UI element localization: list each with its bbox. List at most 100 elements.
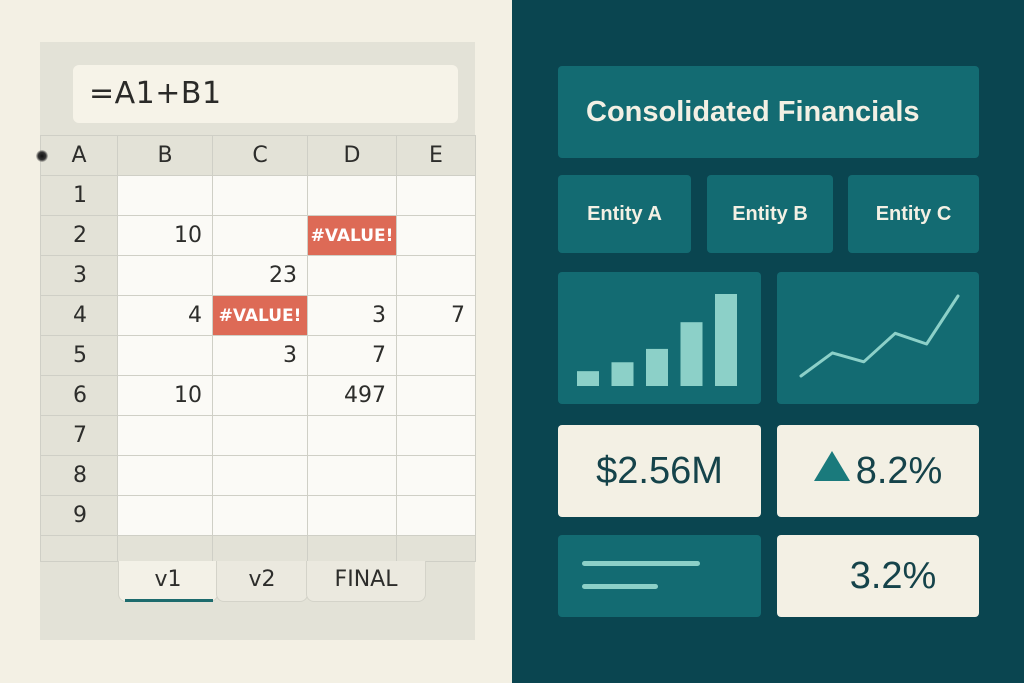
cell [117,535,213,562]
row-header[interactable]: 4 [40,295,118,336]
column-header-d[interactable]: D [307,135,397,176]
sheet-tabs: v1 v2 FINAL [118,561,426,603]
spreadsheet-pane: =A1+B1 A B C D E 1 2 10 #VALUE! 3 [36,42,476,640]
formula-bar[interactable]: =A1+B1 [73,65,458,123]
entity-a-button[interactable]: Entity A [558,175,691,253]
cell[interactable]: 10 [117,375,213,416]
cell[interactable] [117,255,213,296]
column-header-a[interactable]: A [40,135,118,176]
cell[interactable] [117,455,213,496]
bar [680,322,703,386]
cell[interactable]: 4 [117,295,213,336]
cell [212,535,308,562]
cell[interactable] [117,175,213,216]
text-line-placeholder [582,561,700,566]
table-row: 2 10 #VALUE! [40,215,476,256]
cell[interactable] [117,335,213,376]
row-header[interactable]: 9 [40,495,118,536]
column-header-c[interactable]: C [212,135,308,176]
bar [715,294,737,386]
cell[interactable] [396,495,476,536]
cell[interactable]: 7 [396,295,476,336]
column-header-row: A B C D E [40,135,476,176]
cell[interactable] [212,215,308,256]
cell [396,535,476,562]
cell[interactable] [307,455,397,496]
bar-chart [577,294,737,386]
cell[interactable] [396,415,476,456]
sheet-tab-final[interactable]: FINAL [306,561,426,602]
growth-card[interactable]: 8.2% [777,425,979,517]
cell[interactable]: 3 [212,335,308,376]
revenue-card[interactable]: $2.56M [558,425,761,517]
column-header-e[interactable]: E [396,135,476,176]
error-cell[interactable]: #VALUE! [212,295,308,336]
error-cell[interactable]: #VALUE! [307,215,397,256]
cell[interactable] [396,375,476,416]
sheet-tab-v2[interactable]: v2 [216,561,308,602]
column-header-b[interactable]: B [117,135,213,176]
cell[interactable] [117,415,213,456]
row-header[interactable]: 5 [40,335,118,376]
table-row: 9 [40,495,476,536]
table-row: 5 3 7 [40,335,476,376]
cell[interactable]: 3 [307,295,397,336]
cell[interactable] [212,495,308,536]
sheet-tab-v1[interactable]: v1 [118,561,218,602]
triangle-up-icon [813,451,850,481]
cell[interactable]: 7 [307,335,397,376]
cell[interactable] [307,415,397,456]
cell[interactable] [396,215,476,256]
spreadsheet-grid: A B C D E 1 2 10 #VALUE! 3 23 4 [40,135,476,562]
margin-value: 3.2% [849,555,937,597]
growth-value: 8.2% [855,450,943,492]
cell[interactable] [396,255,476,296]
row-header[interactable]: 6 [40,375,118,416]
cell[interactable] [396,175,476,216]
table-row: 1 [40,175,476,216]
cell[interactable] [212,415,308,456]
cell[interactable] [212,175,308,216]
row-header[interactable]: 3 [40,255,118,296]
entity-c-button[interactable]: Entity C [848,175,979,253]
table-row: 6 10 497 [40,375,476,416]
cell[interactable] [212,375,308,416]
cell[interactable] [396,335,476,376]
table-row [40,535,476,562]
cell[interactable] [212,455,308,496]
mouse-cursor-icon [36,150,48,162]
revenue-value: $2.56M [596,450,723,492]
cell [307,535,397,562]
cell[interactable] [307,175,397,216]
dashboard-title: Consolidated Financials [558,66,979,158]
row-header[interactable]: 8 [40,455,118,496]
row-header[interactable]: 7 [40,415,118,456]
table-row: 4 4 #VALUE! 3 7 [40,295,476,336]
series-line [799,294,960,378]
row-header [40,535,118,562]
table-row: 7 [40,415,476,456]
active-tab-indicator [125,599,213,602]
entity-b-button[interactable]: Entity B [707,175,833,253]
dashboard-pane: Consolidated Financials Entity A Entity … [512,0,1024,683]
cell[interactable] [307,495,397,536]
bar [611,362,634,386]
row-header[interactable]: 1 [40,175,118,216]
line-chart [799,294,960,378]
bar-chart-card[interactable] [558,272,761,404]
row-header[interactable]: 2 [40,215,118,256]
bar [646,348,668,386]
cell[interactable]: 497 [307,375,397,416]
text-line-placeholder [582,584,658,589]
cell[interactable] [117,495,213,536]
cell[interactable]: 10 [117,215,213,256]
table-row: 3 23 [40,255,476,296]
margin-card[interactable]: 3.2% [777,535,979,617]
bar [577,371,599,386]
line-chart-card[interactable] [777,272,979,404]
cell[interactable] [307,255,397,296]
cell[interactable] [396,455,476,496]
summary-card[interactable] [558,535,761,617]
table-row: 8 [40,455,476,496]
cell[interactable]: 23 [212,255,308,296]
